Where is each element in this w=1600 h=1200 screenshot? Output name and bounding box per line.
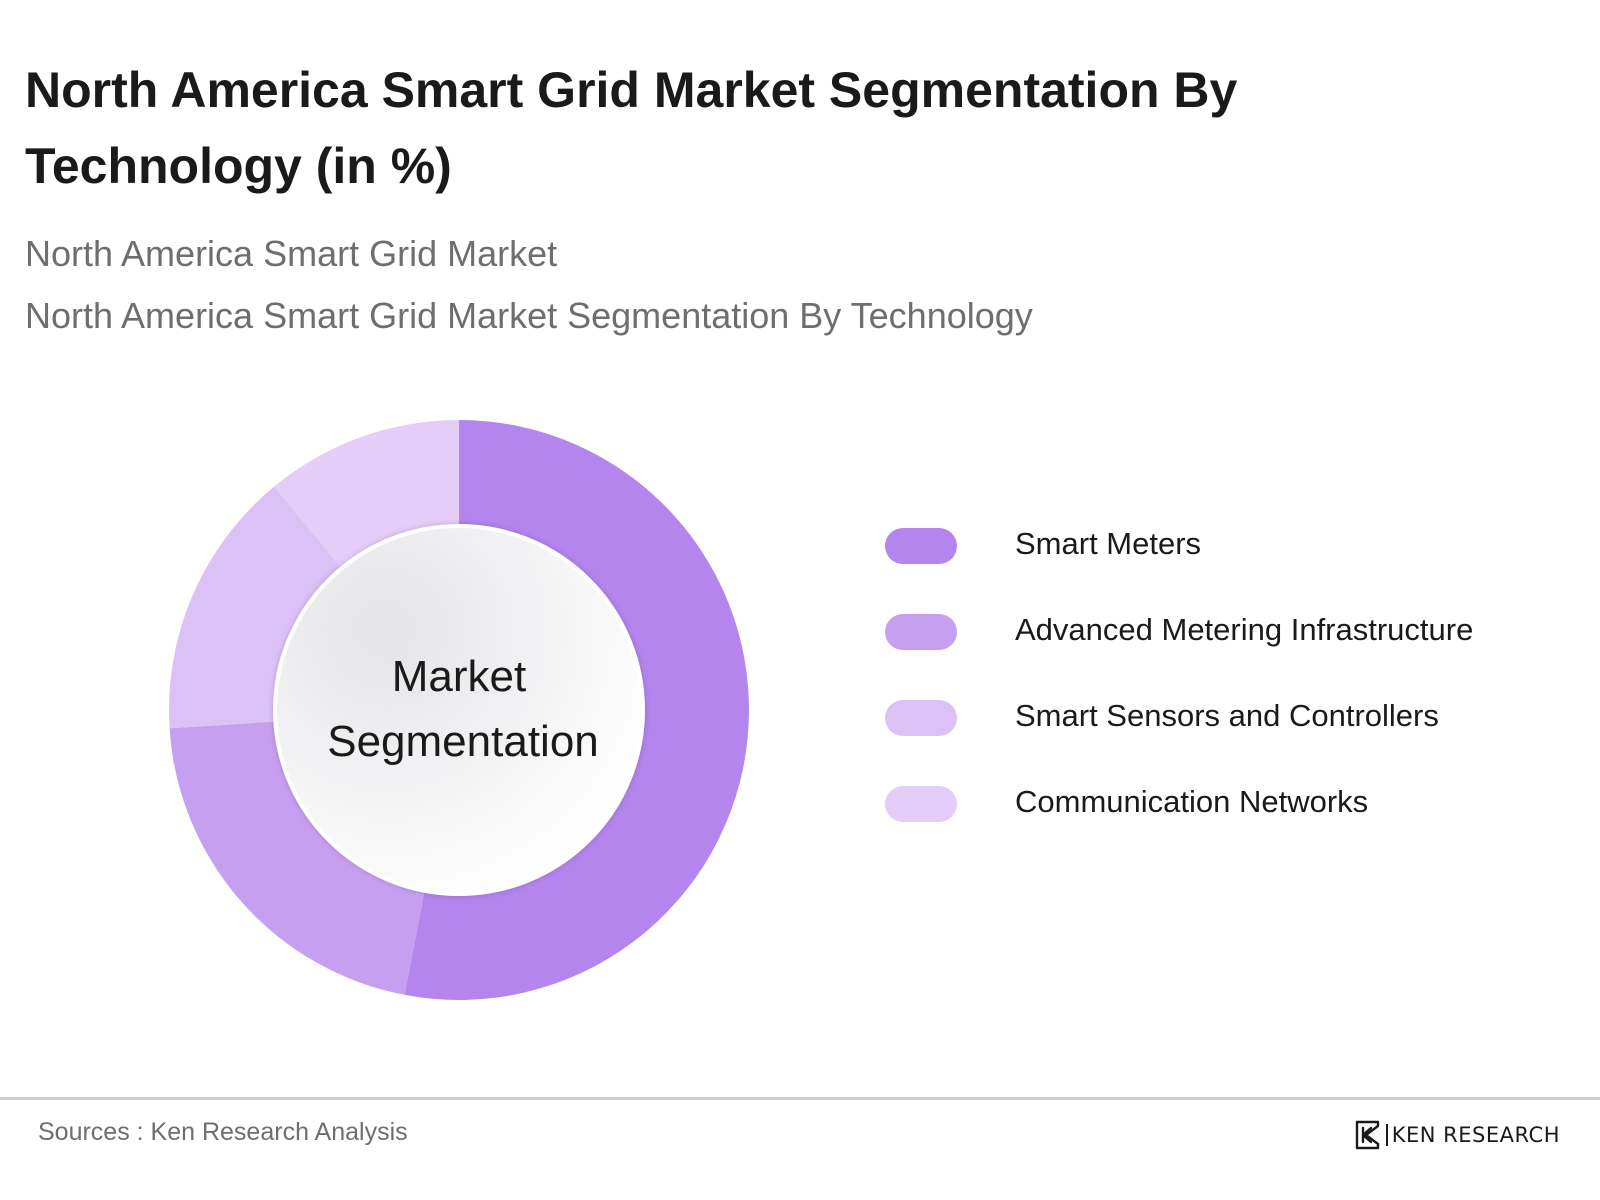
chart-legend: Smart Meters Advanced Metering Infrastru… xyxy=(885,520,1585,864)
chart-subtitle-segmentation: North America Smart Grid Market Segmenta… xyxy=(25,295,1033,336)
donut-slice-smart-meters[interactable] xyxy=(404,420,749,1000)
donut-center-disc xyxy=(273,524,645,896)
legend-item[interactable]: Smart Sensors and Controllers xyxy=(885,692,1585,778)
footer-divider xyxy=(0,1097,1600,1100)
brand-logo: KEN RESEARCH xyxy=(1354,1117,1560,1153)
legend-swatch xyxy=(885,700,957,736)
legend-swatch xyxy=(885,786,957,822)
legend-item[interactable]: Advanced Metering Infrastructure xyxy=(885,606,1585,692)
source-note: Sources : Ken Research Analysis xyxy=(38,1118,408,1146)
legend-item[interactable]: Smart Meters xyxy=(885,520,1585,606)
legend-label: Communication Networks xyxy=(1015,784,1369,819)
chart-subtitle-market: North America Smart Grid Market xyxy=(25,233,558,274)
legend-swatch xyxy=(885,528,957,564)
chart-title: North America Smart Grid Market Segmenta… xyxy=(25,62,1238,194)
donut-chart: Market Segmentation xyxy=(169,420,749,1000)
legend-swatch xyxy=(885,614,957,650)
ken-research-logo-icon xyxy=(1355,1120,1379,1150)
legend-label: Advanced Metering Infrastructure xyxy=(1015,612,1474,647)
center-label-line-2: Segmentation xyxy=(327,717,599,766)
legend-label: Smart Sensors and Controllers xyxy=(1015,698,1439,733)
donut-slice-advanced-metering-infrastructure[interactable] xyxy=(169,721,426,995)
donut-slice-smart-sensors-and-controllers[interactable] xyxy=(169,486,345,729)
legend-item[interactable]: Communication Networks xyxy=(885,778,1585,864)
brand-name: KEN RESEARCH xyxy=(1391,1123,1560,1147)
brand-separator xyxy=(1385,1124,1388,1146)
chart-area: Market Segmentation Smart Meters Advance… xyxy=(0,380,1600,1060)
legend-label: Smart Meters xyxy=(1015,526,1202,561)
center-label-line-1: Market xyxy=(392,652,526,701)
